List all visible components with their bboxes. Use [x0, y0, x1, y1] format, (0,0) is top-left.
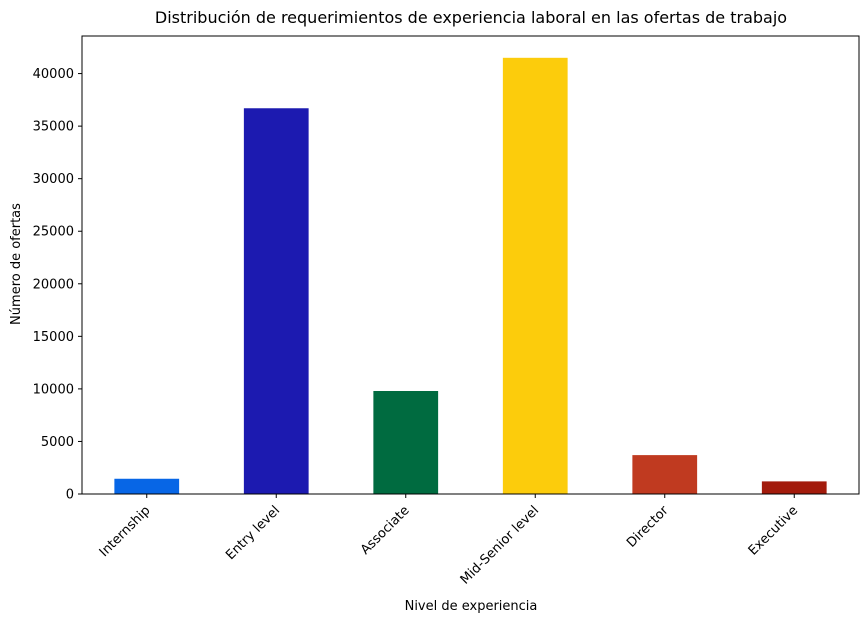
y-tick-label: 25000	[33, 225, 74, 240]
bar-internship	[114, 478, 180, 494]
x-tick-label: Entry level	[223, 503, 283, 563]
y-tick-label: 10000	[33, 382, 74, 397]
x-tick-label: Director	[624, 503, 672, 551]
y-tick-label: 30000	[33, 172, 74, 187]
plot-area: 0 5000 10000 15000 20000 25000 30000 35000 40000…	[33, 35, 860, 588]
bar-executive	[761, 481, 827, 494]
bar-director	[632, 455, 698, 494]
x-axis-label: Nivel de experiencia	[405, 599, 538, 614]
y-tick-label: 35000	[33, 120, 74, 135]
x-tick-label: Internship	[97, 503, 154, 560]
chart-title: Distribución de requerimientos de experi…	[155, 8, 787, 27]
axes-frame	[81, 35, 860, 495]
x-tick-label: Mid-Senior level	[458, 503, 542, 587]
y-axis-label: Número de ofertas	[9, 203, 24, 325]
bar-associate	[373, 390, 439, 494]
x-tick-label: Executive	[746, 503, 801, 558]
y-tick-label: 15000	[33, 330, 74, 345]
bar-mid-senior-level	[502, 57, 568, 495]
x-tick-label: Associate	[358, 503, 413, 558]
y-tick-label: 20000	[33, 277, 74, 292]
y-tick-label: 0	[66, 488, 74, 503]
y-tick-label: 40000	[33, 67, 74, 82]
y-tick-label: 5000	[41, 435, 74, 450]
bar-entry-level	[243, 108, 309, 494]
